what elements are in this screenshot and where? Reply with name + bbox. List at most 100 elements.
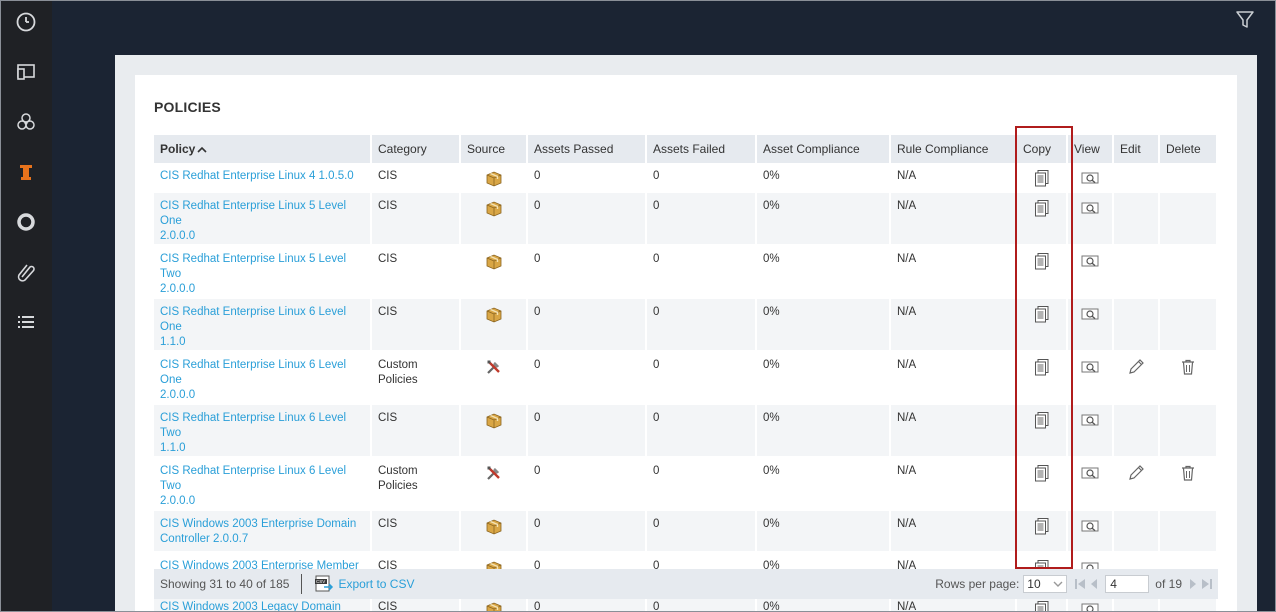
chevron-down-icon [1053,581,1063,587]
nav-list[interactable] [0,300,52,344]
edit-cell [1114,352,1160,405]
nav-tags[interactable] [0,250,52,294]
column-header-rule-compliance[interactable]: Rule Compliance [891,135,1017,163]
view-button[interactable] [1081,253,1099,267]
column-header-assets-passed[interactable]: Assets Passed [528,135,647,163]
policy-link[interactable]: CIS Redhat Enterprise Linux 6 Level Two 2… [160,465,346,507]
table-row: CIS Redhat Enterprise Linux 5 Level Two 2… [154,246,1218,299]
last-page-button[interactable] [1200,576,1214,592]
view-button[interactable] [1081,465,1099,479]
copy-button[interactable] [1033,170,1051,187]
asset-compliance-cell: 0% [757,511,891,553]
category-line1: Custom [378,465,418,477]
policy-cell: CIS Redhat Enterprise Linux 5 Level One 2… [154,193,372,246]
policy-link[interactable]: CIS Windows 2003 Enterprise Domain Contro… [160,518,356,545]
asset-compliance-cell: 0% [757,405,891,458]
table-row: CIS Redhat Enterprise Linux 6 Level One 2… [154,352,1218,405]
copy-button[interactable] [1033,601,1051,612]
column-header-policy[interactable]: Policy [154,135,372,163]
table-header-row: Policy Category Source Assets Passed Ass… [154,135,1218,163]
edit-button[interactable] [1127,465,1145,480]
compliance-pillar-icon [20,165,32,180]
view-magnifier-icon [1081,202,1099,214]
policy-link[interactable]: CIS Redhat Enterprise Linux 6 Level One 2… [160,359,346,401]
edit-cell [1114,246,1160,299]
policy-name-line1: CIS Redhat Enterprise Linux 6 Level One [160,359,347,386]
policy-name-line1: CIS Windows 2003 Enterprise Domain [160,518,357,530]
filter-button[interactable] [1234,9,1256,31]
edit-button[interactable] [1127,359,1145,374]
category-line1: CIS [378,306,398,318]
delete-button[interactable] [1179,359,1197,375]
asset-compliance-cell: 0% [757,246,891,299]
source-cell [461,299,528,352]
column-header-assets-failed[interactable]: Assets Failed [647,135,757,163]
copy-button[interactable] [1033,518,1051,535]
nav-assets[interactable] [0,50,52,94]
delete-button[interactable] [1179,465,1197,481]
previous-page-button[interactable] [1087,576,1101,592]
tools-icon [486,360,500,374]
column-header-asset-compliance[interactable]: Asset Compliance [757,135,891,163]
assets-passed-cell: 0 [528,352,647,405]
policy-cell: CIS Redhat Enterprise Linux 6 Level One 1… [154,299,372,352]
copy-button[interactable] [1033,306,1051,323]
table-row: CIS Redhat Enterprise Linux 5 Level One 2… [154,193,1218,246]
nav-dashboard[interactable] [0,0,52,44]
view-button[interactable] [1081,200,1099,214]
assets-failed-cell: 0 [647,352,757,405]
filter-icon [1236,11,1254,28]
view-button[interactable] [1081,359,1099,373]
policy-link[interactable]: CIS Redhat Enterprise Linux 6 Level One 1… [160,306,346,348]
policy-link[interactable]: CIS Redhat Enterprise Linux 6 Level Two 1… [160,412,346,454]
content-panel: POLICIES Policy Category Source Assets P… [115,55,1257,612]
copy-document-icon [1034,306,1048,323]
category-line1: CIS [378,170,398,182]
next-page-button[interactable] [1186,576,1200,592]
column-header-source[interactable]: Source [461,135,528,163]
export-csv-button[interactable]: CSV Export to CSV [314,575,414,593]
package-icon [486,171,501,187]
nav-threats[interactable] [0,100,52,144]
policy-link[interactable]: CIS Redhat Enterprise Linux 4 1.0.5.0 [160,170,354,182]
first-page-button[interactable] [1073,576,1087,592]
view-magnifier-icon [1081,467,1099,479]
edit-cell [1114,458,1160,511]
package-icon [486,602,501,612]
view-button[interactable] [1081,412,1099,426]
view-magnifier-icon [1081,255,1099,267]
policy-link[interactable]: CIS Windows 2003 Legacy DomainController… [160,601,341,612]
policy-link[interactable]: CIS Redhat Enterprise Linux 5 Level One 2… [160,200,346,242]
package-icon [486,519,501,535]
copy-document-icon [1034,200,1048,217]
copy-button[interactable] [1033,412,1051,429]
policy-name-line2: 2.0.0.0 [160,495,196,507]
policy-link[interactable]: CIS Redhat Enterprise Linux 5 Level Two 2… [160,253,346,295]
column-header-edit: Edit [1114,135,1160,163]
nav-reports[interactable] [0,200,52,244]
list-icon [18,316,34,328]
package-icon [486,201,501,217]
rows-per-page-select[interactable]: 10 [1023,575,1068,593]
last-page-icon [1202,579,1212,589]
view-button[interactable] [1081,518,1099,532]
copy-button[interactable] [1033,465,1051,482]
view-button[interactable] [1081,170,1099,184]
copy-button[interactable] [1033,359,1051,376]
source-cell [461,246,528,299]
nav-policies[interactable] [0,150,52,194]
assets-failed-cell: 0 [647,458,757,511]
rule-compliance-cell: N/A [891,163,1017,193]
copy-button[interactable] [1033,253,1051,270]
view-button[interactable] [1081,601,1099,612]
view-button[interactable] [1081,306,1099,320]
page-number-input[interactable] [1105,575,1150,593]
rows-per-page-value: 10 [1027,577,1041,591]
side-navigation [0,0,52,612]
assets-failed-cell: 0 [647,246,757,299]
view-cell [1068,163,1114,193]
delete-cell [1160,511,1218,553]
category-cell: CIS [372,193,461,246]
column-header-category[interactable]: Category [372,135,461,163]
copy-button[interactable] [1033,200,1051,217]
